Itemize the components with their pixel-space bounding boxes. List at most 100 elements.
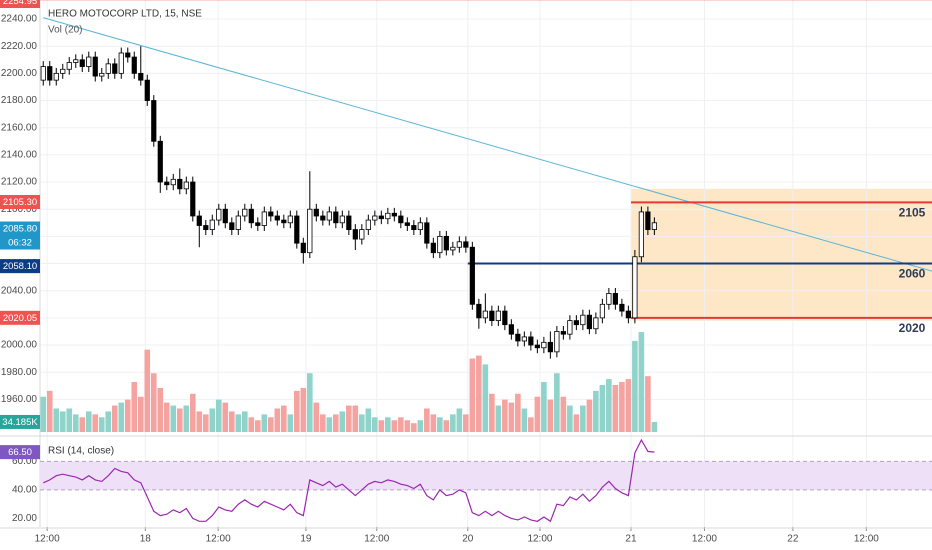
volume-bar	[580, 405, 586, 432]
volume-bar	[385, 417, 391, 432]
volume-bar	[281, 405, 287, 432]
candle-body	[216, 208, 222, 221]
x-tick-label: 21	[625, 534, 637, 545]
candle-body	[320, 215, 326, 221]
candle-body	[541, 341, 547, 349]
volume-bar	[489, 393, 495, 432]
candle-body	[547, 341, 553, 353]
volume-bar	[443, 420, 450, 432]
x-tick-label: 12:00	[206, 534, 231, 545]
volume-bar	[150, 373, 157, 432]
candle-body	[398, 215, 404, 224]
candle-body	[437, 235, 443, 254]
volume-bar	[313, 402, 320, 432]
candle-body	[170, 178, 176, 186]
level-label: 2105	[899, 206, 926, 220]
volume-bar	[183, 405, 190, 432]
candle-body	[53, 72, 59, 81]
volume-bar	[378, 420, 385, 432]
candle-body	[118, 52, 124, 74]
volume-bar	[404, 420, 411, 432]
candle-body	[599, 303, 605, 319]
volume-bar	[215, 399, 222, 432]
candle-body	[40, 66, 46, 81]
volume-bar	[508, 402, 515, 432]
volume-bar	[202, 414, 209, 432]
volume-bar	[437, 417, 443, 432]
countdown-box	[0, 235, 40, 250]
candle-body	[60, 68, 66, 74]
volume-bar	[430, 414, 437, 432]
volume-bar	[463, 414, 469, 432]
countdown: 06:32	[8, 238, 32, 249]
y-tick-label: 1980.00	[1, 367, 38, 378]
volume-bar	[92, 414, 99, 432]
trendline	[43, 17, 932, 272]
volume-bar	[476, 355, 482, 432]
volume-bar	[391, 420, 398, 432]
level-label: 2020	[899, 321, 926, 335]
candle-body	[190, 181, 196, 217]
volume-bar	[326, 417, 333, 432]
candle-body	[450, 246, 456, 251]
volume-bar	[456, 408, 463, 432]
candle-body	[268, 211, 274, 217]
price-label: 2085.80	[3, 224, 37, 235]
price-label: 2105.30	[3, 197, 37, 208]
volume-bar	[189, 393, 196, 432]
candle-body	[359, 229, 365, 240]
candle-body	[391, 212, 397, 217]
candle-body	[482, 310, 488, 319]
volume-bar	[534, 396, 541, 432]
y-tick-label: 2240.00	[1, 14, 38, 25]
volume-bar	[482, 364, 489, 432]
price-label-box	[0, 259, 40, 274]
candle-body	[105, 63, 111, 74]
volume-bar	[131, 382, 138, 432]
candle-body	[495, 310, 501, 322]
volume-bar	[79, 417, 86, 432]
volume-bar	[241, 411, 248, 432]
candle-body	[131, 56, 137, 74]
rsi-tick-label: 60.00	[12, 456, 37, 467]
rsi-tick-label: 20.00	[12, 513, 37, 524]
y-tick-label: 2160.00	[1, 122, 38, 133]
volume-bar	[645, 376, 651, 432]
candle-body	[242, 208, 248, 217]
price-label-box	[0, 0, 40, 8]
candle-body	[222, 208, 228, 224]
candle-body	[580, 314, 586, 326]
candle-body	[125, 52, 131, 58]
volume-bar	[450, 414, 456, 432]
y-tick-label: 2200.00	[1, 68, 38, 79]
level-label: 2060	[899, 267, 926, 281]
volume-bar	[541, 382, 547, 432]
volume-bar	[554, 373, 560, 432]
y-tick-label: 2120.00	[1, 177, 38, 188]
candle-body	[502, 310, 508, 326]
volume-bar	[612, 384, 619, 432]
volume-bar	[365, 408, 372, 432]
volume-bar	[521, 408, 528, 432]
volume-bar	[287, 414, 294, 432]
volume-bar	[66, 408, 73, 432]
candle-body	[476, 303, 482, 319]
candle-body	[235, 215, 241, 230]
x-tick-label: 22	[787, 534, 799, 545]
volume-bar	[411, 423, 417, 432]
volume-bar	[417, 420, 424, 432]
candle-body	[326, 211, 332, 221]
candle-body	[294, 215, 300, 244]
price-label: 66.50	[8, 447, 32, 458]
price-label: 2254.95	[3, 0, 37, 7]
candle-body	[112, 63, 118, 74]
volume-bar	[632, 340, 638, 432]
volume-bar	[651, 421, 658, 432]
volume-bar	[40, 396, 47, 432]
candle-body	[586, 314, 592, 330]
candle-body	[47, 66, 53, 81]
candle-body	[515, 333, 521, 342]
candle-body	[521, 336, 527, 342]
y-tick-label: 2140.00	[1, 150, 38, 161]
